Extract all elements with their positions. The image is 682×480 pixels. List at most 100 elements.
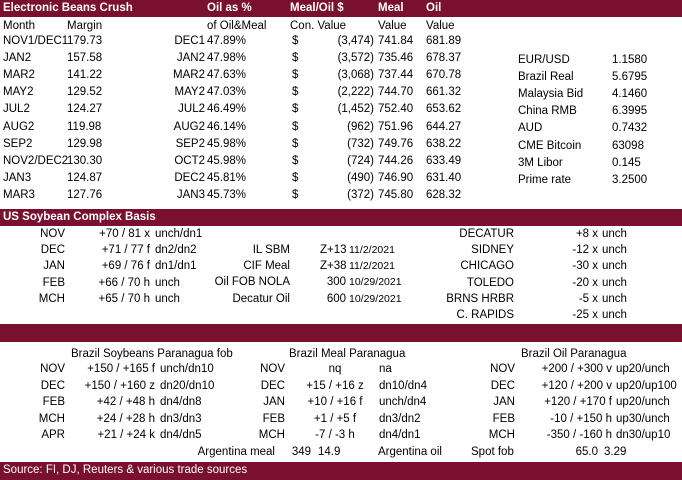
basis-location: C. RAPIDS (456, 309, 514, 321)
brazil-soy-month: DEC (40, 379, 65, 392)
brazil-soy-value: +24 / +28 h (96, 412, 155, 425)
crush-dollar: $ (292, 35, 299, 47)
basis-mid-value: 300 (326, 276, 346, 289)
crush-margin: 179.73 (67, 35, 103, 47)
basis-location-change: unch (602, 292, 627, 305)
brazil-meal-value: +1 / +5 f (313, 412, 357, 425)
basis-month: JAN (43, 260, 65, 273)
crush-dollar: $ (292, 137, 299, 150)
crush-con-value: (3,572) (337, 52, 374, 65)
col-con-value: Con. Value (290, 20, 347, 32)
basis-month: MCH (38, 292, 65, 305)
crush-con-value: (490) (347, 171, 374, 184)
brazil-oil-change: up20/unch (616, 396, 670, 408)
crush-con-value: (3,474) (337, 35, 374, 47)
basis-location: SIDNEY (471, 244, 514, 257)
crush-oil-pct: 45.98% (207, 154, 247, 167)
crush-oil-value: 681.89 (426, 35, 462, 47)
basis-header-bar (0, 209, 682, 226)
brazil-soy-change: dn4/dn5 (160, 429, 202, 441)
basis-location-change: unch (602, 260, 627, 273)
rate-value: 5.6795 (612, 71, 648, 84)
brazil-meal-month: JAN (263, 396, 285, 408)
brazil-meal-change: dn4/dn1 (379, 429, 421, 441)
crush-meal-value: 751.96 (378, 120, 414, 133)
brazil-oil-month: MCH (488, 429, 515, 441)
rate-value: 1.1580 (612, 54, 648, 66)
basis-month: NOV (40, 228, 65, 240)
crush-con-value: (2,222) (337, 86, 374, 99)
basis-location-value: -20 x (572, 276, 598, 289)
crush-oil-value: 670.78 (426, 69, 462, 82)
rate-label: AUD (518, 122, 543, 135)
crush-meal-value: 744.26 (378, 154, 414, 167)
crush-month: JUL2 (3, 103, 30, 116)
crush-con-value: (3,068) (337, 69, 374, 82)
brazil-oil-title: Brazil Oil Paranagua (521, 348, 627, 360)
basis-location: CHICAGO (460, 260, 514, 273)
brazil-meal-month: FEB (262, 412, 285, 425)
crush-oil-pct: 45.81% (207, 171, 247, 184)
crush-oil-value: 628.32 (426, 188, 462, 201)
rate-label: CME Bitcoin (518, 139, 582, 152)
crush-oil-pct: 45.73% (207, 188, 247, 201)
brazil-soy-value: +150 / +160 z (84, 379, 155, 392)
basis-mid-value: Z+13 (320, 244, 347, 256)
crush-oil-value: 633.49 (426, 154, 462, 167)
crush-oil-pct: 47.89% (207, 35, 247, 47)
basis-mid-label: IL SBM (252, 244, 290, 256)
crush-month-2: JUL2 (178, 103, 205, 116)
crush-month: SEP2 (3, 137, 33, 150)
crush-meal-value: 737.44 (378, 69, 414, 82)
basis-value: +70 / 81 x (99, 228, 150, 240)
rate-value: 4.1460 (612, 88, 648, 101)
crush-dollar: $ (292, 171, 299, 184)
col-of-oil-meal: of Oil&Meal (207, 20, 267, 32)
basis-location-value: -5 x (578, 292, 598, 305)
basis-title: US Soybean Complex Basis (3, 211, 156, 223)
crush-month: NOV2/DEC2 (3, 154, 69, 167)
crush-oil-pct: 47.03% (207, 86, 247, 99)
rate-label: EUR/USD (518, 54, 570, 66)
crush-month-2: AUG2 (173, 120, 205, 133)
brazil-oil-value: -350 / -160 h (546, 429, 612, 441)
basis-mid-date: 11/2/2021 (349, 244, 395, 256)
basis-mid-value: Z+38 (320, 260, 347, 273)
basis-value: +69 / 76 f (101, 260, 150, 273)
brazil-oil-value: +120 / +170 f (544, 396, 612, 408)
crush-meal-value: 741.84 (378, 35, 414, 47)
brazil-soy-month: APR (41, 429, 65, 441)
rate-label: 3M Libor (518, 156, 563, 169)
basis-mid-date: 10/29/2021 (349, 276, 402, 289)
rate-value: 0.7432 (612, 122, 648, 135)
crush-month: MAR2 (3, 69, 35, 82)
crush-month: NOV1/DEC1 (3, 35, 69, 47)
crush-month-2: JAN2 (176, 52, 205, 65)
basis-change: dn1/dn1 (155, 260, 197, 273)
crush-oil-value: 678.37 (426, 52, 462, 65)
brazil-oil-change: dn30/up10 (616, 429, 671, 441)
brazil-soy-month: FEB (42, 396, 65, 408)
spot-fob-value: 65.0 (575, 446, 598, 458)
basis-value: +65 / 70 h (98, 292, 150, 305)
crush-oil-pct: 47.98% (207, 52, 247, 65)
brazil-oil-value: -10 / +150 h (550, 412, 612, 425)
crush-oil-pct: 47.63% (207, 69, 247, 82)
basis-mid-label: Decatur Oil (232, 292, 290, 305)
crush-con-value: (732) (347, 137, 374, 150)
brazil-meal-change: na (379, 363, 392, 375)
crush-month-2: DEC1 (174, 35, 205, 47)
crush-margin: 129.98 (67, 137, 103, 150)
crush-meal-value: 749.76 (378, 137, 414, 150)
header-oil: Oil (426, 2, 442, 14)
brazil-oil-month: FEB (492, 412, 515, 425)
crush-month: MAR3 (3, 188, 35, 201)
crush-dollar: $ (292, 188, 299, 201)
source-note: Source: FI, DJ, Reuters & various trade … (3, 464, 248, 476)
crush-month-2: SEP2 (175, 137, 205, 150)
source-footer-bar (0, 462, 682, 480)
rate-value: 0.145 (612, 156, 641, 169)
header-meal: Meal (378, 2, 404, 14)
brazil-meal-title: Brazil Meal Paranagua (289, 348, 406, 360)
crush-margin: 141.22 (67, 69, 103, 82)
